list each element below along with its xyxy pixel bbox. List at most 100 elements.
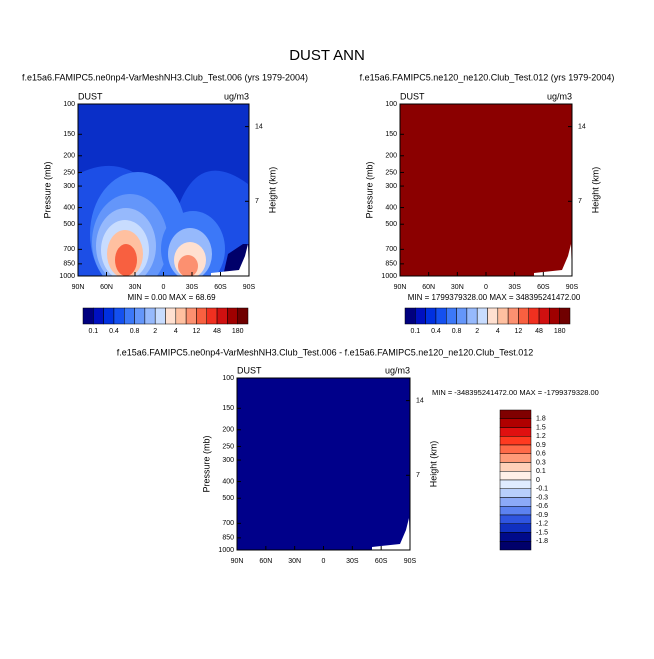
panel-title: f.e15a6.FAMIPC5.ne0np4-VarMeshNH3.Club_T… [117,347,534,357]
colorbar-box [93,307,104,325]
field-missing [211,244,249,276]
right-label: ug/m3 [385,365,410,375]
x-tick-label: 30S [508,284,521,291]
x-tick-label: 60S [375,558,388,565]
x-tick-label: 60N [259,558,272,565]
colorbar-label: 180 [554,328,566,335]
colorbar-label: 2 [475,328,479,335]
colorbar-box [196,307,207,325]
colorbar-box [499,514,532,524]
y-tick-label: 300 [385,183,397,190]
colorbar-box [185,307,197,325]
colorbar-label: 1.5 [536,424,546,431]
panel-title: f.e15a6.FAMIPC5.ne120_ne120.Club_Test.01… [360,72,615,82]
colorbar-box [499,506,532,516]
colorbar-box [113,307,125,325]
colorbar-box [499,462,532,472]
colorbar-label: -0.6 [536,503,548,510]
field-bg [237,378,410,550]
y-tick-label: 700 [222,520,234,527]
colorbar-box [499,427,532,437]
colorbar-label: 12 [193,328,201,335]
colorbar-box [216,307,228,325]
x-tick-label: 60S [214,284,227,291]
field-contour [178,255,198,276]
y-tick-label: 150 [63,131,75,138]
colorbar-box [124,307,135,325]
field [400,104,572,276]
colorbar-label: -0.3 [536,494,548,501]
y-axis-label: Pressure (mb) [201,435,211,492]
colorbar-box [165,307,177,325]
colorbar-box [206,307,218,325]
y-tick-label: 300 [63,183,75,190]
y-tick-label: 400 [222,478,234,485]
colorbar-label: 1.8 [536,416,546,423]
colorbar-label: 12 [515,328,523,335]
y-tick-label: 100 [385,101,397,108]
colorbar-box [154,307,166,325]
colorbar-label: 0.1 [536,468,546,475]
y-tick-label: 250 [63,169,75,176]
y-tick-label: 250 [222,443,234,450]
y-tick-label: 1000 [381,273,397,280]
colorbar-box [144,307,156,325]
x-tick-label: 0 [484,284,488,291]
y2-tick-label: 7 [578,198,582,205]
y2-axis-label: Height (km) [590,167,600,214]
y-tick-label: 850 [222,535,234,542]
colorbar-box [499,532,532,542]
field-missing [372,518,410,550]
colorbar-label: -0.9 [536,512,548,519]
y-tick-label: 100 [222,375,234,382]
panel: f.e15a6.FAMIPC5.ne0np4-VarMeshNH3.Club_T… [22,72,308,334]
y-axis-label: Pressure (mb) [364,161,374,218]
x-tick-label: 90S [566,284,579,291]
colorbar-box [487,307,499,325]
y2-tick-label: 14 [416,397,424,404]
colorbar-box [549,307,560,325]
y-tick-label: 150 [385,131,397,138]
y-tick-label: 200 [222,427,234,434]
y-tick-label: 500 [63,221,75,228]
y-tick-label: 400 [63,204,75,211]
colorbar-label: 0.4 [431,328,441,335]
colorbar-box [476,307,488,325]
panel: f.e15a6.FAMIPC5.ne120_ne120.Club_Test.01… [360,72,615,334]
colorbar-box [499,471,532,481]
x-tick-label: 0 [322,558,326,565]
y-tick-label: 300 [222,457,234,464]
colorbar-box [499,488,532,498]
colorbar-label: 0.8 [130,328,140,335]
y-tick-label: 500 [385,221,397,228]
colorbar-box [435,307,447,325]
colorbar-box [499,453,532,463]
figure-title: DUST ANN [289,47,365,64]
x-tick-label: 30N [451,284,464,291]
x-tick-label: 60N [422,284,435,291]
y-tick-label: 250 [385,169,397,176]
colorbar-label: 0 [536,477,540,484]
colorbar-box [499,409,532,419]
colorbar-label: 1.2 [536,433,546,440]
colorbar-label: 0.4 [109,328,119,335]
colorbar-box [499,479,532,489]
panel: f.e15a6.FAMIPC5.ne0np4-VarMeshNH3.Club_T… [117,347,599,564]
y-tick-label: 1000 [218,547,234,554]
colorbar-box [499,418,532,428]
x-tick-label: 90S [404,558,417,565]
colorbar-label: 4 [174,328,178,335]
y2-tick-label: 14 [578,123,586,130]
colorbar-label: 0.9 [536,442,546,449]
colorbar-label: 0.1 [88,328,98,335]
y2-tick-label: 7 [416,472,420,479]
colorbar-box [103,307,115,325]
colorbar-box [466,307,478,325]
left-label: DUST [400,91,425,101]
stats: MIN = 0.00 MAX = 68.69 [127,293,216,302]
field [78,104,249,276]
colorbar-label: -1.8 [536,538,548,545]
colorbar-label: 48 [535,328,543,335]
x-tick-label: 90S [243,284,256,291]
